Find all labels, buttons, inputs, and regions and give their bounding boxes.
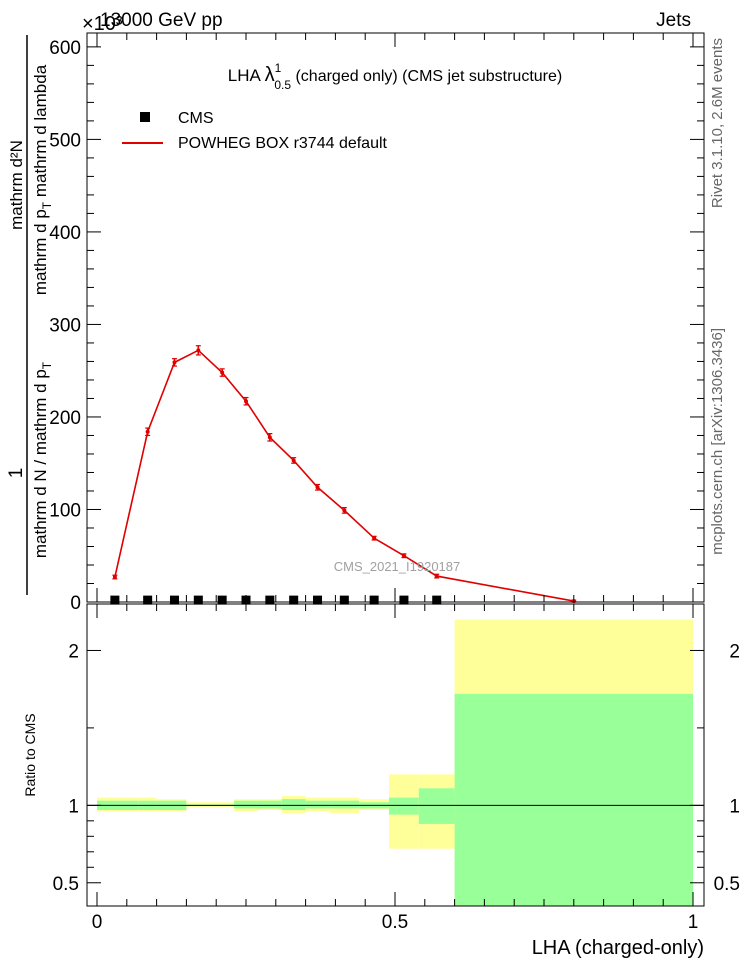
ratio-xtick-label: 0 (92, 912, 103, 933)
cms-data-point (432, 595, 442, 605)
ratio-band-inner (234, 800, 258, 809)
ylabel-one: 1 (6, 468, 27, 479)
legend-cms-marker (140, 112, 150, 122)
mcplots-label: mcplots.cern.ch [arXiv:1306.3436] (709, 328, 726, 555)
legend: CMS POWHEG BOX r3744 default (122, 110, 388, 152)
cms-data-point (339, 595, 349, 605)
main-plot-area (110, 345, 577, 605)
main-ticks: 0 100 200 300 400 500 600 (49, 33, 704, 614)
ratio-xlabel: LHA (charged-only) (532, 937, 704, 959)
legend-mc-label: POWHEG BOX r3744 default (178, 135, 388, 152)
watermark: CMS_2021_I1920187 (334, 559, 461, 574)
mc-point (434, 574, 439, 579)
ratio-band-inner (389, 797, 419, 815)
main-ytick-label: 0 (70, 593, 81, 614)
ratio-ylabel: Ratio to CMS (22, 713, 38, 796)
main-ytick-label: 300 (49, 315, 81, 336)
main-ytick-label: 400 (49, 223, 81, 244)
cms-data-point (110, 595, 120, 605)
title-lambda: λ (265, 64, 275, 86)
mc-series-line (114, 349, 574, 602)
ratio-ytick-label-right: 2 (729, 641, 740, 662)
mc-point (244, 399, 248, 404)
ratio-ytick-label: 2 (68, 641, 79, 662)
exponent-label: ×10³ (82, 13, 123, 35)
main-ytick-label: 500 (49, 130, 81, 151)
ratio-band-inner (281, 799, 306, 810)
mc-point (145, 429, 150, 434)
title-suffix: (charged only) (CMS jet substructure) (291, 68, 562, 85)
ratio-ytick-label: 1 (68, 796, 79, 817)
ratio-panel: 0 0.5 1 0.5 0.5 1 1 2 2 Ratio to CMS LHA (charge… (22, 603, 740, 959)
jets-label: Jets (656, 10, 691, 31)
mc-point (291, 458, 296, 463)
main-ytick-label: 200 (49, 408, 81, 429)
ratio-ytick-label-right: 1 (729, 796, 740, 817)
title-sup: 1 (275, 61, 282, 75)
cms-data-point (193, 595, 203, 605)
rivet-label: Rivet 3.1.10, 2.6M events (709, 38, 726, 208)
ratio-xtick-label: 0.5 (382, 912, 408, 933)
cms-data-point (289, 595, 299, 605)
mc-point (172, 360, 177, 365)
title-sub: 0.5 (274, 78, 291, 92)
main-ytick-label: 600 (49, 38, 81, 59)
mc-point (196, 348, 201, 353)
mc-point (267, 435, 272, 440)
mc-point (315, 485, 320, 490)
ratio-ytick-label: 0.5 (53, 874, 79, 895)
cms-data-point (369, 595, 379, 605)
cms-data-point (217, 595, 227, 605)
cms-data-point (399, 595, 409, 605)
plot-title: LHA λ1 0.5 (charged only) (CMS jet substr… (228, 61, 562, 92)
cms-data-point (169, 595, 179, 605)
mc-point (401, 553, 406, 558)
mc-point (342, 508, 347, 513)
collision-label: 13000 GeV pp (100, 10, 223, 31)
mc-point (372, 536, 377, 541)
ylabel-numerator-tail: mathrm d pT mathrm d lambda (31, 64, 54, 295)
ylabel-numerator: mathrm d²N (7, 140, 26, 230)
title-prefix: LHA (228, 66, 265, 85)
mc-point (112, 575, 117, 580)
ratio-ytick-label-right: 0.5 (714, 874, 740, 895)
ratio-xtick-label: 1 (688, 912, 699, 933)
main-ytick-label: 100 (49, 500, 81, 521)
ratio-plot-area (87, 619, 704, 906)
ratio-band-inner (418, 788, 455, 824)
mc-point (220, 370, 225, 375)
ratio-band-inner (454, 693, 693, 906)
cms-data-point (265, 595, 275, 605)
cms-data-point (313, 595, 323, 605)
cms-data-point (143, 595, 153, 605)
ratio-band-inner (305, 800, 330, 809)
main-ylabel: 1 mathrm d N / mathrm d pT mathrm d²N ma… (6, 35, 54, 595)
ratio-band-inner (329, 800, 360, 809)
ratio-ticks: 0 0.5 1 0.5 0.5 1 1 2 2 (53, 604, 740, 933)
ratio-band-inner (257, 800, 282, 809)
legend-cms-label: CMS (178, 110, 214, 127)
ylabel-denominator: mathrm d N / mathrm d pT (31, 361, 54, 558)
